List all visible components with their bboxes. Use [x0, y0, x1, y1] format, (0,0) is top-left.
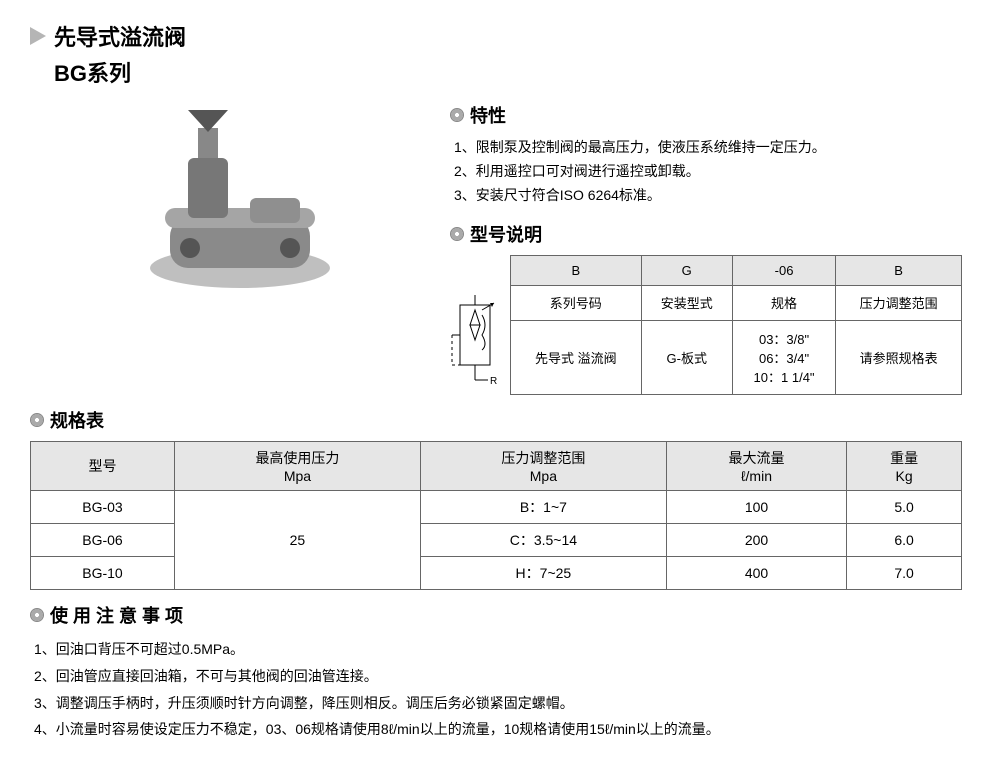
gear-icon — [450, 227, 464, 241]
table-row: BG-03 25 B：1~7 100 5.0 — [31, 491, 962, 524]
model-desc-table: B G -06 B 系列号码 安装型式 规格 压力调整范围 先导式 溢流阀 G-… — [510, 255, 962, 395]
spec-header: 规格表 — [30, 407, 962, 433]
spec-cell: 7.0 — [847, 557, 962, 590]
spec-th: 重量 Kg — [847, 442, 962, 491]
spec-cell: BG-03 — [31, 491, 175, 524]
spec-cell: BG-10 — [31, 557, 175, 590]
spec-cell: 100 — [666, 491, 846, 524]
feature-item: 2、利用遥控口可对阀进行遥控或卸载。 — [454, 160, 962, 184]
note-item: 3、调整调压手柄时，升压须顺时针方向调整，降压则相反。调压后务必锁紧固定螺帽。 — [34, 690, 962, 717]
spec-cell: B：1~7 — [420, 491, 666, 524]
spec-table: 型号 最高使用压力 Mpa 压力调整范围 Mpa 最大流量 ℓ/min 重量 K… — [30, 441, 962, 590]
table-row: BG-10 H：7~25 400 7.0 — [31, 557, 962, 590]
model-cell: 系列号码 — [511, 286, 642, 320]
note-item: 4、小流量时容易使设定压力不稳定，03、06规格请使用8ℓ/min以上的流量，1… — [34, 716, 962, 743]
model-cell: 安装型式 — [641, 286, 732, 320]
main-title: 先导式溢流阀 — [54, 20, 186, 52]
table-row: BG-06 C：3.5~14 200 6.0 — [31, 524, 962, 557]
spec-cell: 5.0 — [847, 491, 962, 524]
spec-cell: 25 — [174, 491, 420, 590]
triangle-bullet-icon — [30, 27, 46, 45]
schematic-r-label: R — [490, 376, 497, 387]
gear-icon — [30, 608, 44, 622]
feature-item: 1、限制泵及控制阀的最高压力，使液压系统维持一定压力。 — [454, 136, 962, 160]
notes-header: 使 用 注 意 事 项 — [30, 602, 962, 628]
model-cell: 规格 — [732, 286, 835, 320]
features-header: 特性 — [450, 102, 962, 128]
schematic-icon: R — [450, 295, 500, 395]
spec-th: 最高使用压力 Mpa — [174, 442, 420, 491]
product-image — [130, 98, 350, 298]
notes-list: 1、回油口背压不可超过0.5MPa。 2、回油管应直接回油箱，不可与其他阀的回油… — [34, 636, 962, 742]
feature-item: 3、安装尺寸符合ISO 6264标准。 — [454, 184, 962, 208]
spec-th: 最大流量 ℓ/min — [666, 442, 846, 491]
spec-title: 规格表 — [50, 407, 104, 433]
note-item: 1、回油口背压不可超过0.5MPa。 — [34, 636, 962, 663]
model-cell: 请参照规格表 — [836, 320, 962, 395]
features-title: 特性 — [470, 102, 506, 128]
main-title-row: 先导式溢流阀 — [30, 20, 962, 52]
model-header: B — [511, 256, 642, 286]
spec-cell: BG-06 — [31, 524, 175, 557]
model-desc-title: 型号说明 — [470, 221, 542, 247]
model-desc-header: 型号说明 — [450, 221, 962, 247]
model-header: G — [641, 256, 732, 286]
model-cell: 压力调整范围 — [836, 286, 962, 320]
features-list: 1、限制泵及控制阀的最高压力，使液压系统维持一定压力。 2、利用遥控口可对阀进行… — [454, 136, 962, 207]
spec-cell: 6.0 — [847, 524, 962, 557]
notes-title: 使 用 注 意 事 项 — [50, 602, 183, 628]
spec-cell: C：3.5~14 — [420, 524, 666, 557]
sub-title: BG系列 — [54, 56, 962, 88]
model-cell: G-板式 — [641, 320, 732, 395]
spec-cell: 400 — [666, 557, 846, 590]
spec-cell: 200 — [666, 524, 846, 557]
model-cell: 03：3/8" 06：3/4" 10：1 1/4" — [732, 320, 835, 395]
model-cell: 先导式 溢流阀 — [511, 320, 642, 395]
spec-th: 型号 — [31, 442, 175, 491]
note-item: 2、回油管应直接回油箱，不可与其他阀的回油管连接。 — [34, 663, 962, 690]
model-header: B — [836, 256, 962, 286]
spec-cell: H：7~25 — [420, 557, 666, 590]
gear-icon — [450, 108, 464, 122]
spec-th: 压力调整范围 Mpa — [420, 442, 666, 491]
model-header: -06 — [732, 256, 835, 286]
gear-icon — [30, 413, 44, 427]
